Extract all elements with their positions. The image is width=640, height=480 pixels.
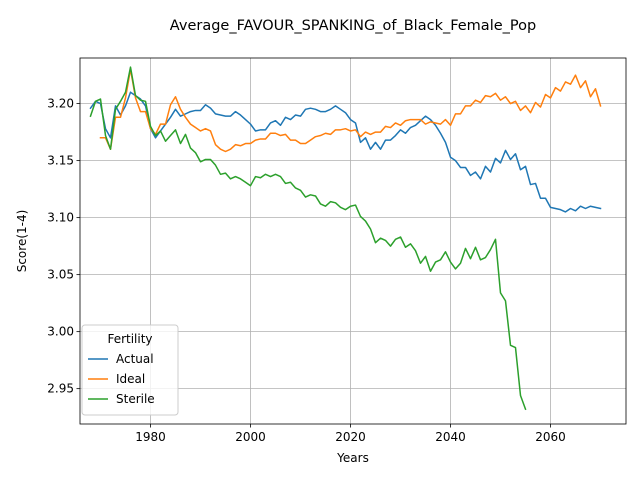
- series-line-sterile: [89, 66, 527, 411]
- x-tick-label: 2060: [535, 430, 566, 444]
- legend-entries: Actual Ideal Sterile: [88, 352, 155, 406]
- y-tick-label: 3.15: [47, 154, 74, 168]
- x-tick-label: 2040: [435, 430, 466, 444]
- y-tick-label: 3.10: [47, 211, 74, 225]
- series-line-actual: [89, 91, 602, 213]
- y-tick-label: 3.00: [47, 325, 74, 339]
- y-tick-label: 2.95: [47, 382, 74, 396]
- x-tick-label: 2020: [335, 430, 366, 444]
- series-lines: [89, 66, 602, 411]
- x-tick-label: 1980: [135, 430, 166, 444]
- legend-label-actual: Actual: [116, 352, 154, 366]
- legend: Fertility Actual Ideal Sterile: [81, 324, 179, 416]
- y-axis-label: Score(1-4): [15, 210, 29, 273]
- legend-box: [81, 324, 179, 416]
- legend-title: Fertility: [107, 332, 152, 346]
- y-tick-label: 3.20: [47, 97, 74, 111]
- chart-title: Average_FAVOUR_SPANKING_of_Black_Female_…: [170, 18, 536, 34]
- legend-label-ideal: Ideal: [116, 372, 145, 386]
- plot-area-frame: [79, 57, 627, 425]
- y-tick-label: 3.05: [47, 268, 74, 282]
- series-line-ideal: [99, 68, 602, 153]
- axis-ticks: 1980 2000 2020 2040 2060 2.95 3.00 3.05 3.10 3.15…: [47, 97, 565, 444]
- x-tick-label: 2000: [235, 430, 266, 444]
- legend-label-sterile: Sterile: [116, 392, 155, 406]
- x-axis-label: Years: [336, 451, 369, 465]
